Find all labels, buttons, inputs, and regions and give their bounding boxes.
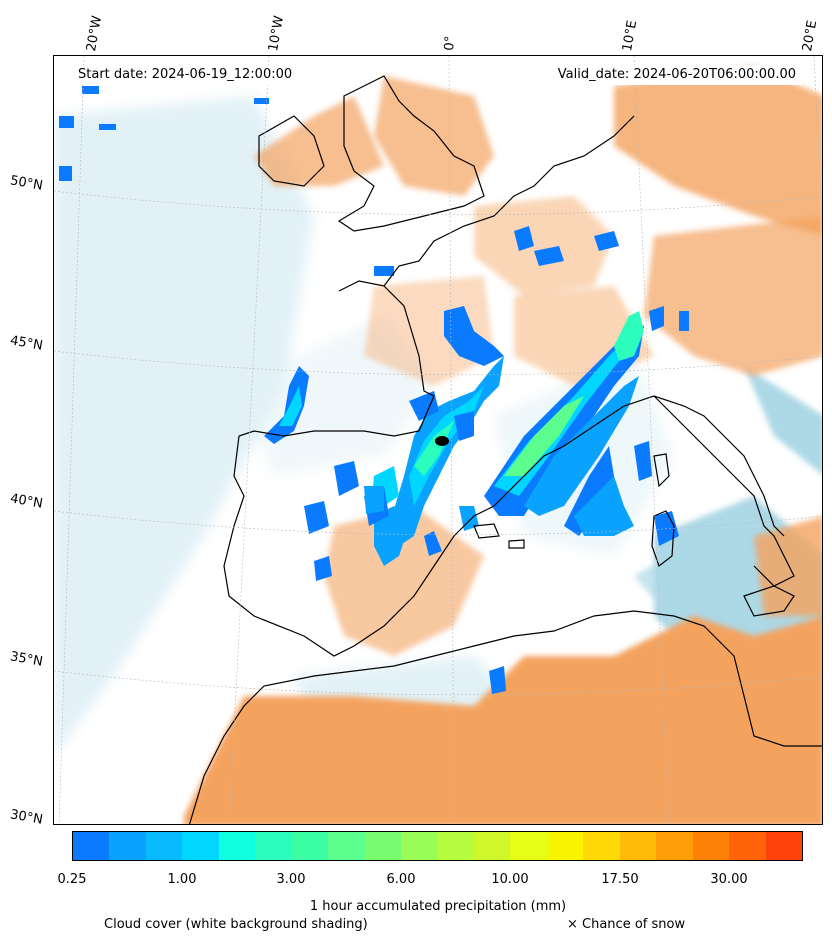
map-frame[interactable] — [53, 55, 823, 825]
colorbar-cell — [583, 832, 620, 860]
colorbar-cell — [619, 832, 657, 860]
colorbar-cell — [218, 832, 256, 860]
colorbar-cell — [765, 832, 803, 860]
cloud-cover-note: Cloud cover (white background shading) — [104, 917, 368, 932]
colorbar-cell — [364, 832, 402, 860]
colorbar-cell — [729, 832, 766, 860]
colorbar-cell — [145, 832, 183, 860]
colorbar-cell — [510, 832, 547, 860]
colorbar-tick: 0.25 — [57, 872, 87, 887]
colorbar-tick: 1.00 — [167, 872, 197, 887]
lon-label-20e: 20°E — [800, 19, 821, 53]
colorbar-cell — [437, 832, 474, 860]
lat-label-45n: 45°N — [8, 333, 44, 354]
colorbar-cell — [692, 832, 730, 860]
colorbar-cell — [73, 832, 110, 860]
lon-label-10w: 10°W — [266, 14, 288, 53]
colorbar-tick: 3.00 — [276, 872, 306, 887]
colorbar-cell — [255, 832, 292, 860]
colorbar-tick: 30.00 — [710, 872, 748, 887]
coastlines — [188, 75, 822, 824]
colorbar-tick: 6.00 — [386, 872, 416, 887]
colorbar-tick: 17.50 — [601, 872, 639, 887]
colorbar-title: 1 hour accumulated precipitation (mm) — [309, 899, 567, 914]
lon-label-10e: 10°E — [620, 19, 641, 53]
valid-date-label: Valid_date: 2024-06-20T06:00:00.00 — [551, 65, 802, 85]
map-canvas — [54, 56, 822, 824]
colorbar-cell — [328, 832, 365, 860]
lat-label-40n: 40°N — [8, 491, 44, 512]
colorbar-cell — [473, 832, 511, 860]
colorbar-tick: 10.00 — [491, 872, 529, 887]
colorbar-cell — [656, 832, 693, 860]
lat-label-35n: 35°N — [8, 649, 44, 670]
lon-label-20w: 20°W — [84, 14, 106, 53]
lat-label-50n: 50°N — [8, 173, 44, 194]
precipitation-colorbar — [72, 831, 803, 861]
lon-label-0: 0° — [442, 35, 459, 52]
colorbar-cell — [182, 832, 219, 860]
lat-label-30n: 30°N — [8, 807, 44, 828]
colorbar-cell — [291, 832, 329, 860]
graticule — [54, 56, 822, 824]
colorbar-cell — [546, 832, 584, 860]
colorbar-cell — [109, 832, 146, 860]
snow-chance-note: × Chance of snow — [567, 917, 686, 932]
colorbar-cell — [401, 832, 438, 860]
start-date-label: Start date: 2024-06-19_12:00:00 — [72, 65, 299, 85]
snow-chance-marker — [435, 436, 449, 446]
